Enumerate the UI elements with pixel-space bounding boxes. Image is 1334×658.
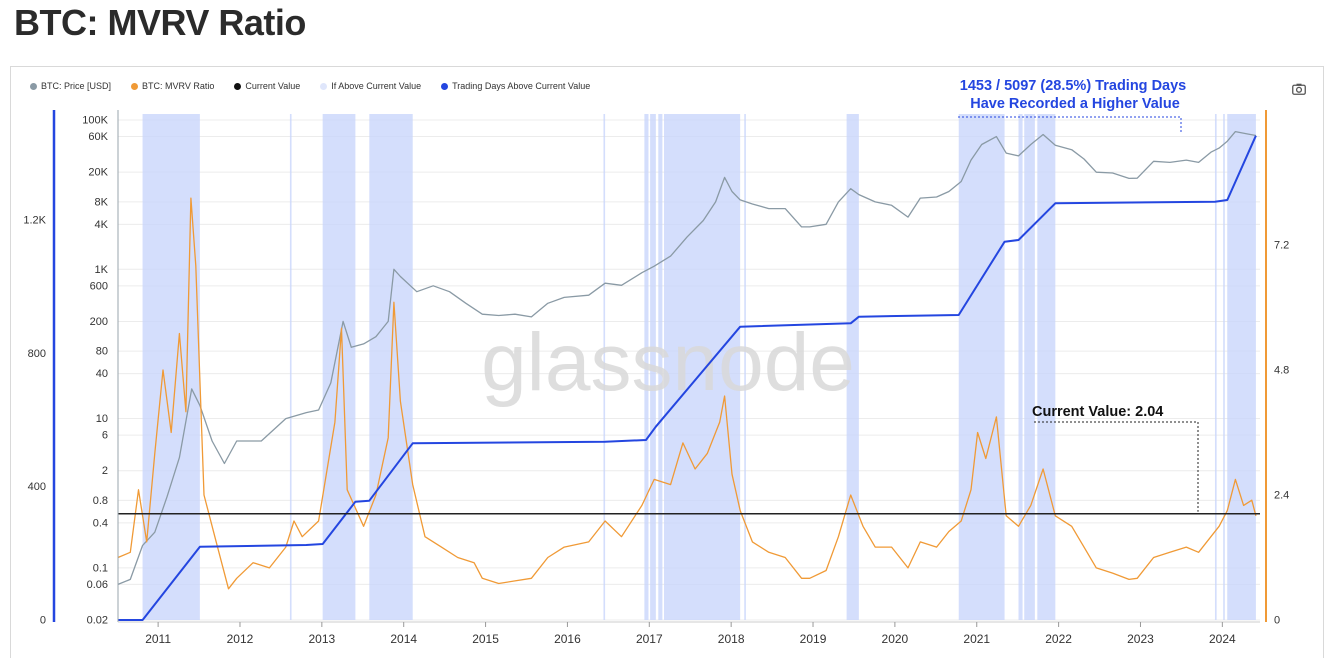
shaded-region — [289, 114, 292, 620]
legend-item-current-value[interactable]: Current Value — [234, 81, 300, 91]
price-tick-label: 60K — [88, 131, 108, 143]
shaded-region — [664, 114, 741, 620]
mvrv-tick-label: 4.8 — [1274, 365, 1289, 377]
mvrv-tick-label: 0 — [1274, 615, 1280, 627]
shaded-region — [1018, 114, 1023, 620]
price-tick-label: 0.06 — [87, 579, 108, 591]
days-tick-label: 800 — [28, 348, 46, 360]
shaded-region — [1227, 114, 1256, 620]
price-tick-label: 4K — [95, 219, 109, 231]
legend-dot-icon — [441, 82, 449, 90]
camera-icon[interactable] — [1292, 82, 1308, 96]
shaded-region — [603, 114, 606, 620]
x-tick-label: 2019 — [800, 632, 827, 646]
x-tick-label: 2016 — [554, 632, 581, 646]
legend-label: Trading Days Above Current Value — [452, 81, 591, 91]
shaded-region — [846, 114, 859, 620]
x-tick-label: 2017 — [636, 632, 663, 646]
legend-dot-icon — [320, 82, 328, 90]
legend-label: Current Value — [245, 81, 301, 91]
x-tick-label: 2024 — [1209, 632, 1236, 646]
shaded-region — [1223, 114, 1225, 620]
price-tick-label: 100K — [82, 115, 108, 127]
legend-label: If Above Current Value — [331, 81, 422, 91]
price-tick-label: 6 — [102, 430, 108, 442]
price-tick-label: 0.1 — [93, 562, 108, 574]
shaded-region — [142, 114, 200, 620]
current-value-annotation: Current Value: 2.04 — [1032, 404, 1163, 420]
legend-item-price[interactable]: BTC: Price [USD] — [30, 81, 111, 91]
mvrv-tick-label: 7.2 — [1274, 240, 1289, 252]
legend-label: BTC: MVRV Ratio — [142, 81, 215, 91]
days-tick-label: 1.2K — [23, 215, 46, 227]
price-tick-label: 80 — [96, 346, 108, 358]
x-tick-label: 2013 — [308, 632, 335, 646]
legend-item-if-above[interactable]: If Above Current Value — [320, 81, 421, 91]
shaded-region — [658, 114, 663, 620]
legend-label: BTC: Price [USD] — [41, 81, 112, 91]
price-tick-label: 600 — [90, 280, 108, 292]
x-tick-label: 2020 — [882, 632, 909, 646]
price-tick-label: 10 — [96, 413, 108, 425]
mvrv-tick-label: 2.4 — [1274, 490, 1289, 502]
shaded-region — [1037, 114, 1056, 620]
shaded-region — [1024, 114, 1035, 620]
x-tick-label: 2014 — [390, 632, 417, 646]
legend: BTC: Price [USD] BTC: MVRV Ratio Current… — [30, 81, 590, 91]
price-tick-label: 0.4 — [93, 517, 108, 529]
price-tick-label: 2 — [102, 465, 108, 477]
price-tick-label: 8K — [95, 196, 109, 208]
page-title: BTC: MVRV Ratio — [14, 2, 306, 43]
x-tick-label: 2022 — [1045, 632, 1072, 646]
series-line-days — [118, 135, 1257, 621]
x-tick-label: 2021 — [963, 632, 990, 646]
days-tick-label: 0 — [40, 615, 46, 627]
price-tick-label: 200 — [90, 316, 108, 328]
days-tick-label: 400 — [28, 481, 46, 493]
series-line-mvrv — [117, 197, 1257, 590]
shaded-region — [644, 114, 649, 620]
shaded-region — [650, 114, 656, 620]
trading-days-annotation-line1: 1453 / 5097 (28.5%) Trading Days — [960, 78, 1187, 94]
chart-frame — [10, 66, 1324, 658]
legend-dot-icon — [234, 82, 242, 90]
x-tick-label: 2012 — [227, 632, 254, 646]
shaded-region — [958, 114, 1005, 620]
legend-dot-icon — [131, 82, 139, 90]
price-tick-label: 20K — [88, 167, 108, 179]
watermark: glassnode — [481, 317, 855, 408]
price-tick-label: 0.8 — [93, 495, 108, 507]
current-value-connector — [1034, 421, 1199, 512]
price-tick-label: 0.02 — [87, 615, 108, 627]
legend-item-mvrv[interactable]: BTC: MVRV Ratio — [131, 81, 214, 91]
series-line-price — [117, 130, 1257, 586]
price-tick-label: 1K — [95, 264, 109, 276]
x-tick-label: 2015 — [472, 632, 499, 646]
trading-days-annotation-line2: Have Recorded a Higher Value — [970, 96, 1180, 112]
legend-item-trading-days[interactable]: Trading Days Above Current Value — [441, 81, 590, 91]
price-tick-label: 40 — [96, 368, 108, 380]
x-tick-label: 2018 — [718, 632, 745, 646]
shaded-region — [744, 114, 746, 620]
x-tick-label: 2023 — [1127, 632, 1154, 646]
shaded-region — [1214, 114, 1217, 620]
legend-dot-icon — [30, 82, 37, 90]
x-tick-label: 2011 — [145, 632, 171, 646]
